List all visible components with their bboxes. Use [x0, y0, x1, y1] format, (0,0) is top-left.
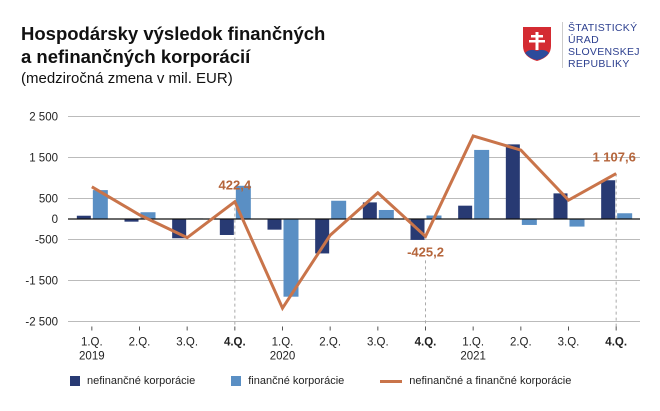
bar-financial	[140, 212, 156, 219]
y-tick-label: 1 500	[29, 153, 58, 165]
bar-nonfinancial	[505, 144, 520, 219]
x-tick-label: 2.Q.	[129, 337, 151, 349]
legend-item-financial: finančné korporácie	[231, 375, 344, 387]
bar-financial	[331, 200, 347, 219]
bar-nonfinancial	[219, 219, 234, 235]
legend-swatch	[70, 376, 80, 386]
legend-label: nefinančné a finančné korporácie	[409, 375, 572, 387]
x-tick-label: 3.Q.	[367, 337, 389, 349]
y-tick-label: 0	[52, 214, 58, 226]
data-label: 422,4	[219, 178, 252, 193]
data-label: 1 107,6	[592, 150, 635, 165]
bar-nonfinancial	[315, 219, 330, 254]
logo-line: ŠTATISTICKÝ	[568, 22, 638, 34]
bar-nonfinancial	[362, 202, 377, 219]
year-label: 2021	[460, 351, 486, 363]
x-tick-label: 1.Q.	[272, 337, 294, 349]
chart-subtitle: (medziročná zmena v mil. EUR)	[21, 70, 233, 87]
logo-text: ŠTATISTICKÝ ÚRAD SLOVENSKEJ REPUBLIKY	[568, 22, 640, 70]
title-line-2: a nefinančných korporácií	[21, 46, 251, 67]
x-tick-label: 1.Q.	[462, 337, 484, 349]
bar-nonfinancial	[76, 215, 91, 219]
bar-nonfinancial	[458, 205, 473, 219]
x-tick-label: 1.Q.	[81, 337, 103, 349]
legend-label: finančné korporácie	[248, 375, 345, 387]
bar-financial	[283, 219, 299, 297]
y-tick-label: 2 500	[29, 112, 58, 124]
statistical-office-logo: ŠTATISTICKÝ ÚRAD SLOVENSKEJ REPUBLIKY	[522, 22, 642, 72]
year-label: 2019	[79, 351, 105, 363]
legend-item-total: nefinančné a finančné korporácie	[380, 375, 571, 387]
legend-item-nonfinancial: nefinančné korporácie	[70, 375, 195, 387]
legend: nefinančné korporácie finančné korporáci…	[70, 375, 607, 387]
bar-nonfinancial	[267, 219, 282, 230]
bar-nonfinancial	[553, 193, 568, 219]
x-tick-label: 4.Q.	[415, 337, 437, 349]
x-tick-label: 2.Q.	[510, 337, 532, 349]
chart-title: Hospodársky výsledok finančných a nefina…	[21, 22, 325, 68]
bar-nonfinancial	[124, 219, 139, 222]
legend-label: nefinančné korporácie	[87, 375, 196, 387]
y-tick-label: -1 500	[25, 276, 58, 288]
bar-financial	[569, 219, 585, 227]
bar-financial	[617, 213, 633, 219]
line-total	[91, 134, 617, 312]
slovak-coat-of-arms-icon	[523, 27, 551, 61]
y-tick-label: 500	[39, 194, 58, 206]
bar-nonfinancial	[601, 180, 616, 219]
y-tick-label: -2 500	[25, 317, 58, 329]
logo-line: SLOVENSKEJ	[568, 46, 640, 58]
bar-financial	[92, 190, 108, 219]
x-tick-label: 3.Q.	[558, 337, 580, 349]
x-tick-label: 4.Q.	[224, 337, 246, 349]
x-tick-label: 4.Q.	[605, 337, 627, 349]
title-line-1: Hospodársky výsledok finančných	[21, 23, 326, 44]
bar-financial	[378, 209, 394, 219]
logo-line: REPUBLIKY	[568, 58, 630, 70]
logo-line: ÚRAD	[568, 34, 599, 46]
x-tick-label: 3.Q.	[176, 337, 198, 349]
legend-swatch	[231, 376, 242, 386]
year-label: 2020	[270, 351, 296, 363]
bar-financial	[474, 149, 490, 219]
data-label: -425,2	[407, 244, 444, 259]
x-tick-label: 2.Q.	[319, 337, 341, 349]
y-tick-label: -500	[35, 235, 58, 247]
legend-swatch	[380, 379, 403, 383]
bar-financial	[521, 219, 537, 225]
